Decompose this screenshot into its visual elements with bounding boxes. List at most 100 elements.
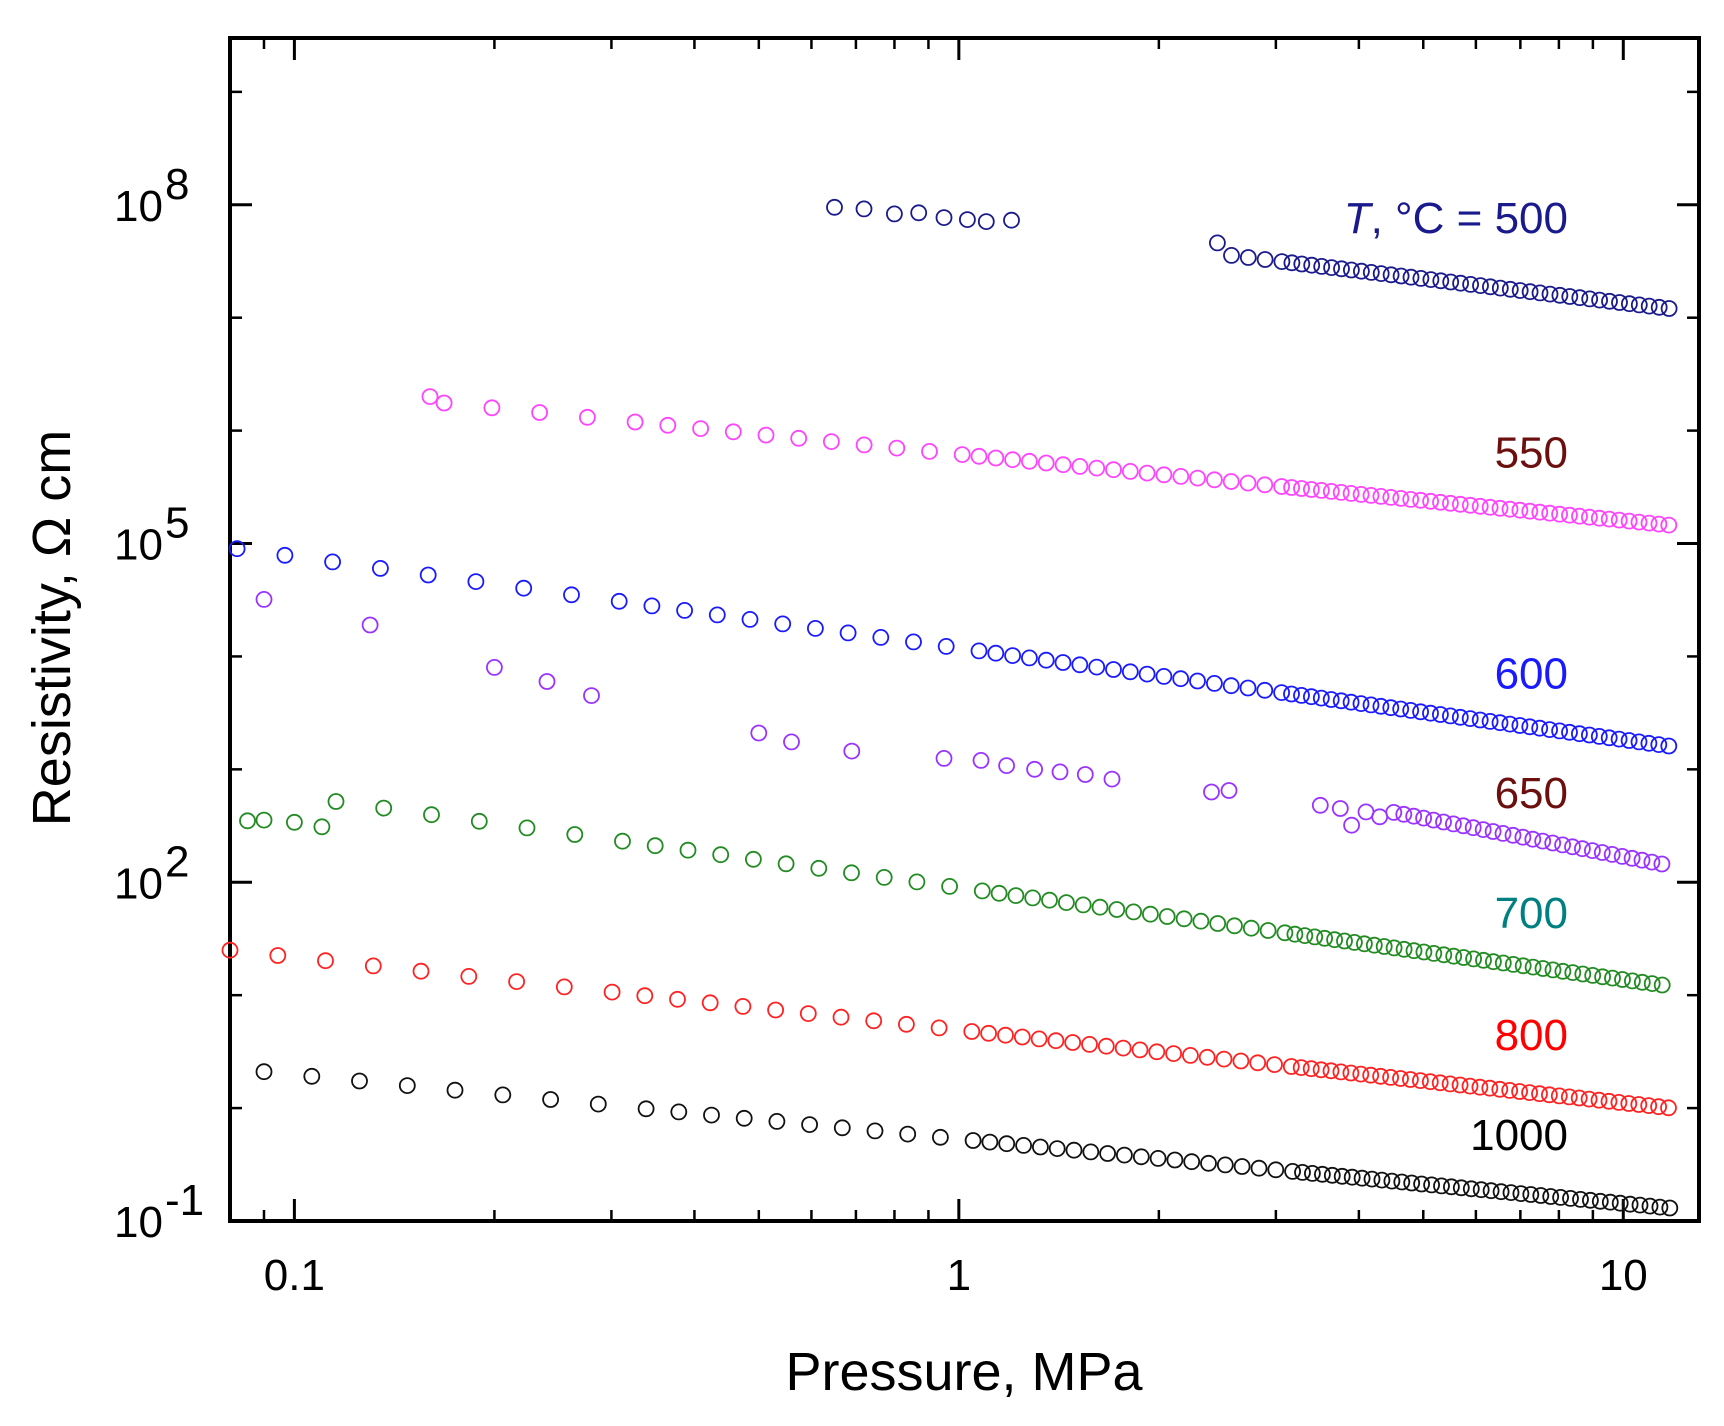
data-point (1215, 1050, 1233, 1068)
data-point (1494, 825, 1512, 842)
data-point (1561, 723, 1578, 741)
data-point (1630, 513, 1648, 531)
data-point (1250, 1159, 1268, 1177)
data-point (1452, 1179, 1470, 1197)
data-point (1610, 730, 1628, 748)
data-point (930, 1019, 948, 1037)
data-point (1206, 675, 1223, 692)
data-point (1643, 853, 1661, 871)
data-point (1521, 1084, 1538, 1101)
data-point (1482, 278, 1499, 296)
data-point (1594, 968, 1611, 986)
data-point (1054, 456, 1072, 474)
data-point (1514, 957, 1532, 975)
data-point (801, 1116, 818, 1133)
data-point (1372, 697, 1390, 715)
data-point (435, 394, 453, 412)
data-point (866, 1122, 884, 1140)
data-point (1422, 492, 1439, 510)
data-point (1412, 269, 1430, 287)
data-point (790, 429, 808, 447)
data-point (1105, 661, 1122, 678)
data-point (1372, 487, 1390, 505)
data-point (1206, 471, 1223, 489)
data-point (1333, 1167, 1351, 1185)
data-point (679, 841, 697, 859)
data-point (1256, 681, 1274, 699)
data-point (1551, 505, 1568, 523)
series-700 (239, 793, 1671, 994)
data-point (1451, 708, 1469, 726)
data-point (1534, 960, 1552, 977)
data-point (1332, 692, 1350, 710)
data-point (1021, 452, 1038, 470)
data-point (1323, 259, 1340, 277)
data-point (921, 442, 938, 460)
series-label-550: 550 (1495, 428, 1568, 477)
data-point (589, 1095, 607, 1113)
data-point (1312, 689, 1330, 707)
data-point (1650, 1098, 1667, 1116)
data-point (1121, 462, 1139, 480)
data-point (285, 813, 303, 831)
data-point (1071, 656, 1089, 674)
data-point (1600, 510, 1618, 528)
x-tick-labels: 0.1 1 10 (264, 1251, 1648, 1300)
data-point (1382, 1069, 1399, 1086)
data-point (317, 952, 334, 970)
data-point (1353, 1169, 1371, 1187)
data-point (1352, 485, 1370, 503)
data-point (1041, 891, 1058, 909)
data-point (807, 620, 824, 637)
data-point (255, 591, 273, 608)
series-label-1000: 1000 (1470, 1111, 1568, 1160)
data-point (1198, 1048, 1216, 1066)
data-point (1531, 284, 1549, 302)
data-point (963, 1023, 981, 1040)
data-point (998, 1135, 1016, 1153)
data-point (1491, 499, 1509, 517)
data-point (987, 449, 1005, 467)
data-point (998, 757, 1015, 774)
data-point (712, 846, 730, 864)
data-point (1653, 855, 1671, 873)
series-800 (221, 941, 1677, 1117)
data-point (1209, 234, 1226, 252)
data-point (327, 793, 345, 810)
data-point (1412, 491, 1429, 509)
data-point (1322, 1062, 1340, 1080)
series-label-600: 600 (1495, 649, 1568, 698)
data-point (1461, 496, 1479, 514)
data-point (1273, 478, 1290, 495)
data-point (676, 602, 693, 619)
y-tick-base: 10 (114, 182, 163, 231)
y-tick-label: 10 -1 (114, 1176, 204, 1247)
data-point (990, 884, 1008, 902)
data-point (276, 546, 294, 564)
data-point (972, 752, 990, 769)
data-point (1604, 969, 1621, 987)
series-500 (826, 198, 1678, 317)
data-point (1531, 1085, 1548, 1103)
data-point (1461, 710, 1479, 727)
data-point (1284, 1163, 1301, 1180)
series-1000 (255, 1063, 1679, 1217)
data-point (1200, 1154, 1217, 1172)
data-point (964, 1132, 982, 1149)
data-point (1591, 1192, 1609, 1210)
data-point (1047, 1032, 1065, 1050)
data-point (973, 882, 991, 900)
data-point (1421, 1073, 1439, 1091)
data-point (1105, 461, 1122, 479)
data-point (1003, 211, 1020, 229)
data-point (670, 1103, 688, 1121)
plot-frame (228, 36, 1701, 1223)
data-point (1097, 1037, 1115, 1055)
x-tick-label: 0.1 (264, 1251, 325, 1300)
data-point (1623, 849, 1641, 867)
data-point (1402, 490, 1420, 508)
data-point (228, 540, 246, 558)
data-point (1603, 846, 1621, 863)
data-point (872, 629, 890, 646)
data-point (757, 426, 775, 444)
